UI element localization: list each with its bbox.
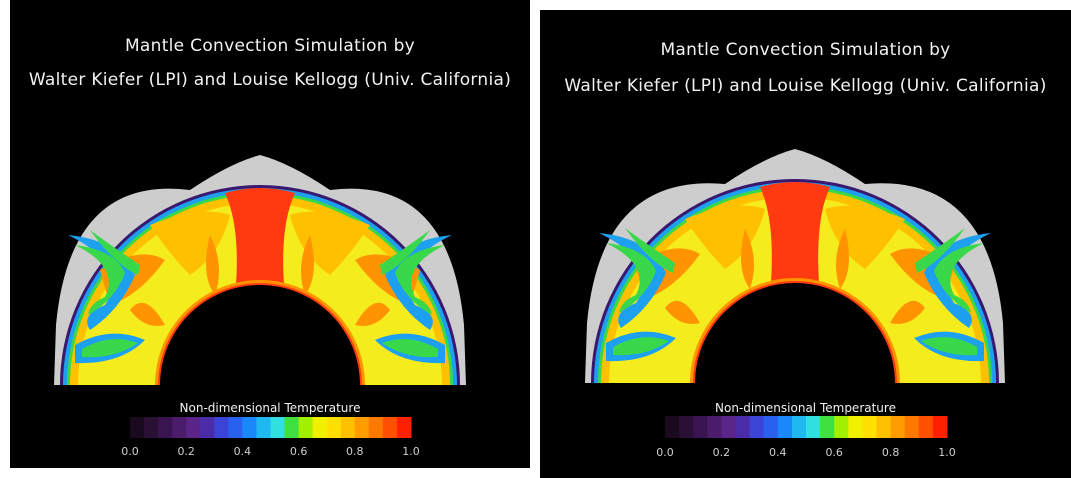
orange-finger	[206, 235, 219, 295]
hot-plume	[225, 188, 295, 285]
mantle-convection-image	[585, 149, 1005, 383]
green-pool	[82, 339, 138, 358]
green-downwelling	[606, 243, 656, 313]
panel-title-line1: Mantle Convection Simulation by	[660, 40, 951, 60]
orange-finger	[836, 229, 849, 289]
green-streak	[380, 230, 430, 275]
warm-finger	[685, 205, 765, 269]
green-downwelling	[934, 243, 984, 313]
colorbar-title: Non-dimensional Temperature	[715, 401, 896, 415]
colorbar-tick-label: 0.4	[233, 445, 252, 458]
orange-finger	[301, 235, 314, 295]
mantle-convection-image	[54, 155, 466, 385]
green-streak	[90, 230, 140, 275]
warm-finger	[290, 211, 370, 275]
panel-title-line1: Mantle Convection Simulation by	[124, 36, 416, 56]
colorbar-ticks: 0.0 0.2 0.4 0.6 0.8 1.0	[540, 446, 1071, 460]
colorbar-tick-label: 0.8	[881, 446, 900, 459]
orange-blob	[890, 300, 925, 324]
green-pool	[921, 337, 977, 356]
green-streak	[625, 228, 675, 273]
core	[160, 285, 360, 385]
panel-title-line2: Walter Kiefer (LPI) and Louise Kellogg (…	[564, 76, 1047, 96]
warm-finger	[150, 211, 230, 275]
green-downwelling	[75, 245, 125, 315]
right-panel: Mantle Convection Simulation by Walter K…	[540, 10, 1071, 478]
cold-downwelling	[599, 233, 666, 328]
colorbar-title: Non-dimensional Temperature	[179, 401, 361, 415]
orange-finger	[741, 229, 754, 289]
colorbar-tick-label: 0.2	[177, 445, 195, 458]
orange-blob	[665, 300, 700, 324]
colorbar-tick-label: 1.0	[938, 446, 956, 459]
cold-downwelling	[924, 233, 991, 328]
colorbar-tick-label: 0.6	[289, 445, 308, 458]
colorbar-tick-label: 0.8	[346, 445, 364, 458]
green-streak	[915, 228, 965, 273]
orange-blob	[355, 302, 390, 326]
green-downwelling	[395, 245, 445, 315]
core	[695, 283, 895, 383]
colorbar-tick-label: 0.0	[121, 445, 139, 458]
warm-finger	[825, 205, 905, 269]
green-pool	[382, 339, 438, 358]
colorbar-tick-label: 0.0	[656, 446, 674, 459]
colorbar-tick-label: 0.2	[712, 446, 731, 459]
orange-blob	[130, 302, 165, 326]
hot-plume	[760, 182, 830, 283]
colorbar-tick-label: 0.4	[769, 446, 787, 459]
panel-title-line2: Walter Kiefer (LPI) and Louise Kellogg (…	[28, 70, 512, 90]
colorbar-tick-label: 0.6	[825, 446, 843, 459]
colorbar-ticks: 0.0 0.2 0.4 0.6 0.8 1.0	[10, 445, 530, 459]
left-panel: Mantle Convection Simulation by Walter K…	[10, 0, 530, 468]
colorbar-tick-label: 1.0	[402, 445, 420, 458]
green-pool	[613, 337, 669, 356]
